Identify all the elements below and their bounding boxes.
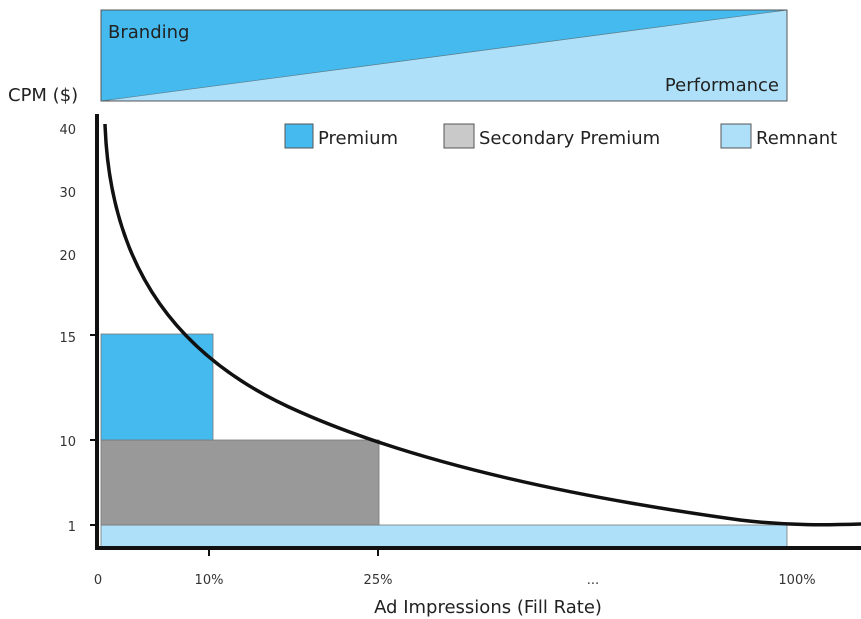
header-border: [100, 9, 788, 102]
x-tick-10: 10%: [195, 573, 224, 588]
header-band: Branding Performance: [100, 9, 788, 102]
legend-swatch-premium: [284, 123, 314, 149]
block-remnant: [100, 524, 788, 548]
legend-swatch-remnant: [720, 123, 752, 149]
legend-swatch-secondary-premium: [443, 123, 475, 149]
y-tick-1: 1: [68, 520, 76, 535]
block-secondary-premium: [100, 439, 380, 526]
y-tick-15: 15: [59, 331, 76, 346]
x-tick-ellipsis: ...: [587, 573, 599, 588]
demand-curve: [103, 123, 861, 527]
y-axis-label: CPM ($): [8, 85, 78, 106]
y-ticks: 40 30 20 15 10 1: [59, 123, 97, 535]
legend-label-secondary-premium: Secondary Premium: [479, 128, 660, 149]
y-tick-10: 10: [59, 435, 76, 450]
legend-label-premium: Premium: [318, 128, 398, 149]
y-tick-40: 40: [59, 123, 76, 138]
legend: Premium Secondary Premium Remnant: [284, 123, 837, 149]
y-tick-30: 30: [59, 186, 76, 201]
x-tick-0: 0: [94, 573, 102, 588]
header-left-label: Branding: [108, 22, 189, 43]
x-tick-25: 25%: [364, 573, 393, 588]
x-axis-label: Ad Impressions (Fill Rate): [374, 597, 602, 618]
legend-label-remnant: Remnant: [756, 128, 837, 149]
header-diagonal: [100, 9, 788, 102]
x-ticks: 0 10% 25% ... 100%: [94, 548, 816, 588]
header-right-label: Performance: [665, 75, 779, 96]
y-tick-20: 20: [59, 249, 76, 264]
x-tick-100: 100%: [778, 573, 815, 588]
block-premium: [100, 333, 214, 441]
